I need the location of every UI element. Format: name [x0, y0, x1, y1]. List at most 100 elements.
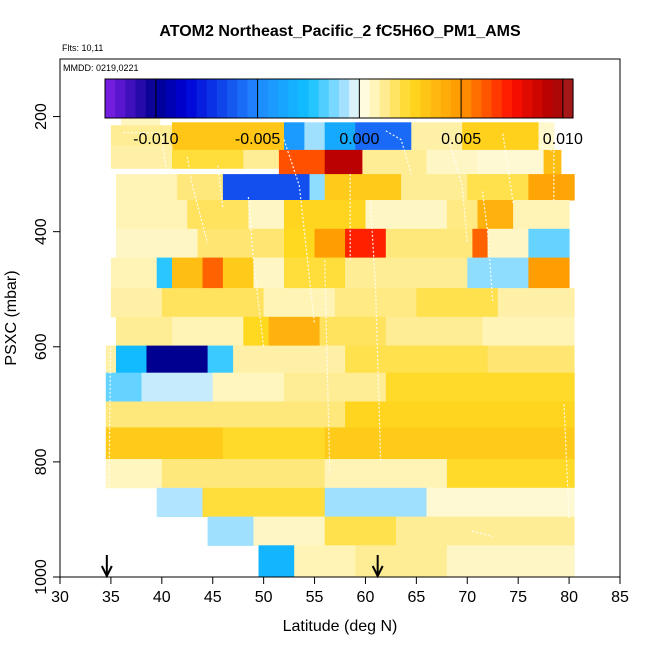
heatmap-cell: [497, 288, 575, 318]
heatmap-cell: [411, 122, 463, 151]
flight-track: [324, 260, 331, 474]
plot-frame: [59, 58, 621, 578]
x-tick-label: 50: [255, 589, 273, 606]
dates-label: MMDD: 0219,0221: [63, 63, 139, 73]
heatmap-cell: [513, 200, 570, 230]
colorbar-swatch: [277, 79, 289, 118]
colorbar-swatch: [105, 79, 116, 118]
heatmap-cell: [472, 228, 489, 259]
colorbar-swatch: [511, 79, 523, 118]
flight-track: [472, 530, 493, 538]
y-tick-label: 800: [33, 448, 50, 475]
flight-track: [283, 139, 316, 324]
heatmap-cell: [345, 345, 489, 374]
x-tick-label: 60: [357, 589, 375, 606]
colorbar-swatch: [166, 79, 177, 118]
colorbar-tick-label: 0.005: [441, 131, 481, 148]
colorbar-swatch: [318, 79, 330, 118]
colorbar-swatch: [125, 79, 137, 118]
heatmap-cell: [207, 516, 254, 546]
heatmap-cell: [268, 316, 321, 347]
y-tick-label: 1000: [33, 559, 50, 595]
heatmap-cell: [401, 174, 468, 201]
heatmap-cell: [416, 288, 499, 318]
colorbar-swatch: [461, 79, 472, 118]
heatmap-cell: [253, 257, 285, 289]
colorbar-swatch: [471, 79, 483, 118]
colorbar-swatch: [501, 79, 513, 118]
heatmap-cell: [258, 545, 295, 577]
heatmap-cell: [110, 145, 173, 169]
colorbar-swatch: [552, 79, 564, 118]
heatmap-cell: [110, 125, 173, 146]
heatmap-cell: [105, 401, 346, 428]
heatmap-cell: [538, 122, 555, 151]
colorbar-swatch: [216, 79, 228, 118]
heatmap-cell: [362, 149, 427, 175]
heatmap-cell: [528, 174, 575, 201]
colorbar-swatch: [339, 79, 350, 118]
heatmap-cell: [212, 372, 285, 402]
heatmap-cell: [543, 149, 562, 175]
x-tick-label: 30: [51, 589, 69, 606]
heatmap-cell: [528, 228, 570, 259]
heatmap-cell: [202, 487, 326, 518]
heatmap-cell: [467, 174, 529, 201]
flight-tracks: [108, 130, 570, 538]
x-tick-label: 75: [509, 589, 527, 606]
latitude-markers: [100, 555, 384, 579]
y-axis-label: PSXC (mbar): [3, 270, 20, 365]
heatmap-cells: [105, 90, 575, 577]
heatmap-cell: [172, 316, 244, 347]
heatmap-cell: [156, 257, 173, 289]
heatmap-cell: [385, 228, 473, 259]
colorbar-swatch: [522, 79, 533, 118]
heatmap-cell: [172, 149, 244, 169]
colorbar-swatch: [145, 79, 157, 118]
y-tick-label: 400: [33, 218, 50, 245]
colorbar-swatch: [298, 79, 310, 118]
heatmap-cell: [233, 345, 346, 374]
colorbar: -0.010 -0.005 0.000 0.005 0.010: [104, 78, 583, 148]
colorbar-swatch: [400, 79, 411, 118]
colorbar-swatch: [267, 79, 279, 118]
flight-track: [481, 191, 494, 301]
heatmap-cell: [324, 459, 448, 489]
colorbar-tick-label: -0.010: [133, 131, 178, 148]
heatmap-cell: [385, 316, 483, 347]
heatmap-cell: [304, 122, 326, 151]
heatmap-cell: [528, 257, 570, 289]
flights-label: Flts: 10,11: [62, 43, 103, 53]
flight-track: [217, 165, 224, 209]
colorbar-swatch: [115, 79, 126, 118]
heatmap-cell: [324, 174, 402, 201]
colorbar-swatch: [196, 79, 208, 118]
heatmap-cell: [446, 545, 575, 577]
heatmap-cell: [161, 288, 265, 318]
heatmap-cell: [222, 257, 254, 289]
heatmap-cell: [105, 345, 117, 374]
heatmap-cell: [324, 122, 356, 151]
heatmap-cell: [426, 149, 478, 175]
heatmap-cell: [161, 459, 326, 489]
flight-track: [446, 133, 468, 244]
x-axis: 30 35 40 45 50 55 60 65 70 75 80 85: [51, 577, 629, 606]
y-axis: 200 400 600 800 1000: [33, 103, 60, 595]
colorbar-tick-label: 0.000: [339, 131, 379, 148]
colorbar-swatch: [430, 79, 442, 118]
heatmap-cell: [284, 122, 305, 151]
colorbar-tick-label: 0.010: [543, 131, 583, 148]
arrow-marker-head: [371, 565, 384, 579]
heatmap-cell: [187, 200, 249, 230]
heatmap-cell: [248, 200, 285, 230]
colorbar-swatch: [450, 79, 462, 118]
x-tick-label: 45: [204, 589, 222, 606]
colorbar-swatch: [420, 79, 432, 118]
heatmap-cell: [345, 257, 468, 289]
heatmap-cell: [319, 316, 387, 347]
colorbar-swatch: [155, 79, 167, 118]
flight-track: [186, 156, 209, 244]
heatmap-cell: [324, 487, 427, 518]
heatmap-cell: [385, 372, 575, 402]
